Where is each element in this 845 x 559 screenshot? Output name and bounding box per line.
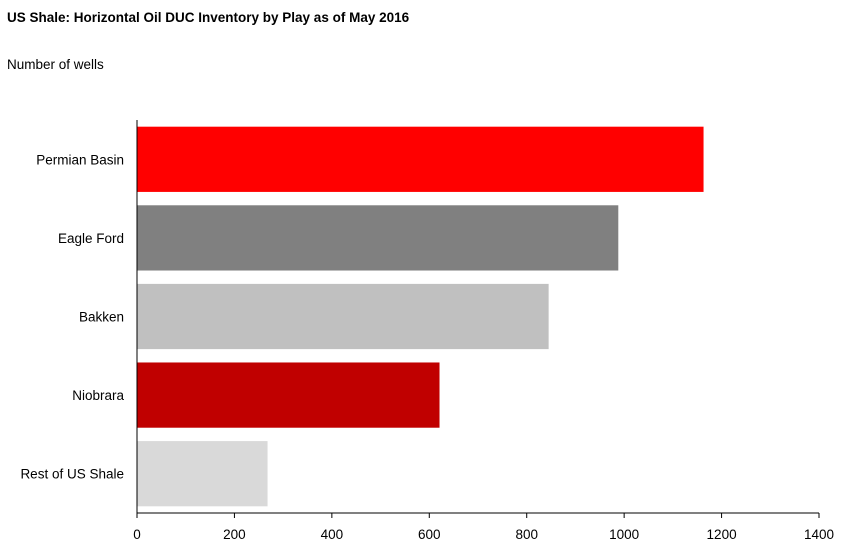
category-label-rest-of-us-shale: Rest of US Shale <box>20 467 124 482</box>
x-tick-label: 200 <box>223 527 246 542</box>
bar-rest-of-us-shale <box>137 441 268 507</box>
x-tick-label: 1400 <box>804 527 834 542</box>
x-tick-label: 800 <box>515 527 538 542</box>
x-tick-label: 600 <box>418 527 441 542</box>
x-tick-label: 1000 <box>609 527 639 542</box>
bar-permian-basin <box>137 126 704 192</box>
x-tick-label: 400 <box>321 527 344 542</box>
x-tick-label: 0 <box>133 527 141 542</box>
category-label-bakken: Bakken <box>79 310 124 325</box>
bars-group <box>137 126 704 507</box>
bar-bakken <box>137 283 549 350</box>
x-tick-label: 1200 <box>707 527 737 542</box>
bar-eagle-ford <box>137 205 619 271</box>
bar-niobrara <box>137 362 440 428</box>
category-labels-group: Permian Basin Eagle Ford Bakken Niobrara Res… <box>20 152 124 481</box>
category-label-niobrara: Niobrara <box>72 388 124 403</box>
chart-subtitle: Number of wells <box>7 57 104 72</box>
x-ticks-group: 0 200 400 600 800 1000 1200 1400 <box>133 513 834 542</box>
category-label-permian-basin: Permian Basin <box>36 152 124 167</box>
axes-group <box>136 120 819 514</box>
chart-title: US Shale: Horizontal Oil DUC Inventory b… <box>7 10 410 25</box>
category-label-eagle-ford: Eagle Ford <box>58 231 124 246</box>
